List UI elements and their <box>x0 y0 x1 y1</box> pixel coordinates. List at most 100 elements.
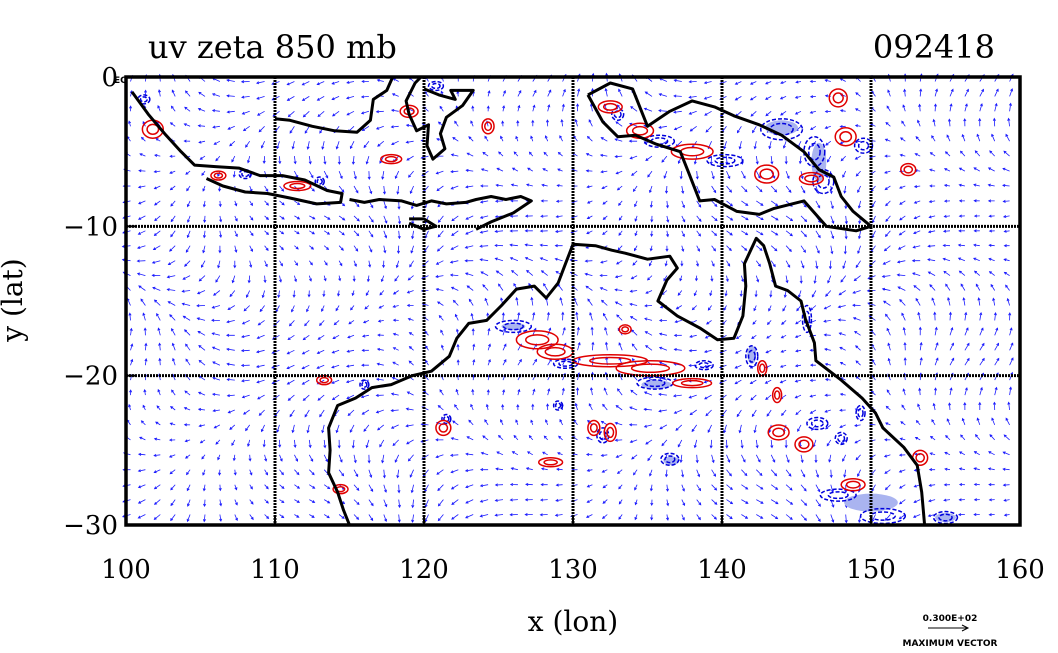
negative-vorticity-contour <box>137 94 151 105</box>
negative-vorticity-contour <box>759 118 804 141</box>
x-tick-label: 130 <box>548 555 598 585</box>
y-tick-label: −10 <box>63 212 118 242</box>
positive-vorticity-contour <box>759 168 775 180</box>
positive-vorticity-contour <box>537 457 564 468</box>
positive-vorticity-contour <box>759 363 766 374</box>
negative-vorticity-contour <box>643 134 676 148</box>
negative-vorticity-contour <box>441 413 452 425</box>
positive-vorticity-contour <box>283 180 312 192</box>
negative-vorticity-contour <box>427 80 445 92</box>
positive-vorticity-contour <box>515 330 559 350</box>
chart-title: uv zeta 850 mb <box>148 28 397 66</box>
negative-vorticity-contour <box>431 82 441 90</box>
negative-vorticity-contour <box>698 361 710 369</box>
negative-vorticity-contour <box>558 360 573 367</box>
lat-lon-grid <box>126 77 1020 525</box>
positive-vorticity-contour <box>754 164 780 184</box>
positive-vorticity-contour <box>767 424 790 441</box>
positive-vorticity-contour <box>631 125 649 136</box>
positive-vorticity-contour <box>602 102 618 111</box>
negative-vorticity-fill <box>765 120 798 136</box>
positive-vorticity-contour <box>630 363 671 374</box>
y-tick-label: 0 <box>101 63 118 93</box>
positive-vorticity-contour <box>587 419 601 437</box>
negative-vorticity-contour <box>827 491 849 500</box>
positive-vorticity-contour <box>543 459 558 466</box>
positive-vorticity-contour <box>771 386 783 404</box>
positive-vorticity-contour <box>621 326 630 333</box>
positive-vorticity-contour <box>670 143 714 160</box>
coastline <box>274 76 395 134</box>
positive-vorticity-contour <box>840 477 866 492</box>
negative-vorticity-contour <box>316 178 323 185</box>
y-axis-label: y (lat) <box>0 258 29 342</box>
x-axis-label: x (lon) <box>528 605 618 638</box>
positive-vorticity-contour <box>603 422 617 443</box>
negative-vorticity-contour <box>834 431 848 446</box>
negative-vorticity-contour <box>812 168 835 195</box>
positive-vorticity-contour <box>380 153 403 165</box>
negative-vorticity-contour <box>502 322 524 331</box>
negative-vorticity-contour <box>596 427 610 444</box>
negative-vorticity-contour <box>610 107 625 122</box>
positive-vorticity-contour <box>680 379 704 387</box>
negative-vorticity-contour <box>644 379 666 388</box>
negative-vorticity-contour <box>361 381 368 388</box>
x-tick-label: 100 <box>101 555 151 585</box>
negative-vorticity-contour <box>745 345 759 368</box>
positive-vorticity-contour <box>615 359 686 377</box>
coastline <box>327 243 575 526</box>
negative-vorticity-contour <box>552 400 564 411</box>
x-tick-label: 140 <box>697 555 747 585</box>
wind-vector-arrows <box>121 72 1014 524</box>
negative-vorticity-contour <box>801 304 813 334</box>
y-axis-ticks: 0 −10 −20 −30 <box>63 63 136 541</box>
positive-vorticity-contour <box>915 452 926 463</box>
positive-vorticity-contour <box>828 88 848 108</box>
positive-vorticity-contour <box>832 92 844 104</box>
negative-vorticity-contour <box>855 404 866 422</box>
positive-vorticity-contour <box>606 426 615 439</box>
positive-vorticity-contour <box>903 165 914 174</box>
negative-vorticity-contour <box>853 137 874 154</box>
negative-vorticity-contour <box>816 174 830 189</box>
negative-vorticity-contour <box>494 319 533 334</box>
coastline <box>404 75 475 161</box>
positive-vorticity-contour <box>839 131 853 143</box>
positive-vorticity-contour <box>484 121 493 132</box>
vector-legend: 0.300E+02 MAXIMUM VECTOR <box>902 614 997 649</box>
vector-legend-label: MAXIMUM VECTOR <box>902 639 997 649</box>
positive-vorticity-contour <box>834 127 857 147</box>
negative-vorticity-contour <box>598 430 607 441</box>
negative-vorticity-contour <box>706 153 744 168</box>
positive-vorticity-contours <box>141 88 929 495</box>
positive-vorticity-contour <box>804 174 819 183</box>
equator-label: EQ <box>114 76 128 86</box>
negative-vorticity-contour <box>819 488 857 502</box>
x-tick-label: 110 <box>250 555 300 585</box>
positive-vorticity-contour <box>319 376 330 384</box>
positive-vorticity-contour <box>213 172 224 179</box>
coastline <box>349 195 533 231</box>
x-tick-label: 160 <box>995 555 1045 585</box>
positive-vorticity-contour <box>772 427 786 438</box>
positive-vorticity-contour <box>384 155 398 163</box>
positive-vorticity-contour <box>435 419 452 437</box>
negative-vorticity-contour <box>359 379 370 390</box>
positive-vorticity-contour <box>438 423 449 433</box>
positive-vorticity-contour <box>672 377 713 389</box>
positive-vorticity-contour <box>210 170 227 181</box>
vector-legend-arrowhead <box>961 624 970 632</box>
positive-vorticity-contour <box>798 439 810 450</box>
positive-vorticity-contour <box>798 171 825 186</box>
positive-vorticity-contour <box>900 162 917 177</box>
negative-vorticity-fill <box>844 493 898 512</box>
positive-vorticity-contour <box>597 100 623 114</box>
negative-vorticity-contour <box>810 419 824 428</box>
positive-vorticity-contour <box>845 480 861 489</box>
positive-vorticity-contour <box>589 356 632 365</box>
positive-vorticity-contour <box>481 118 495 135</box>
coastlines <box>130 75 927 526</box>
positive-vorticity-contour <box>794 436 814 453</box>
